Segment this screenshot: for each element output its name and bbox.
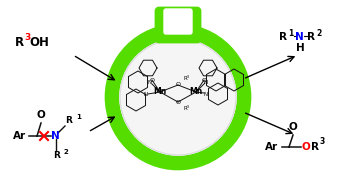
Text: R: R — [65, 116, 72, 125]
Text: O: O — [201, 77, 206, 83]
Text: O: O — [150, 77, 155, 83]
Text: N: N — [148, 81, 152, 85]
Text: O: O — [176, 83, 181, 88]
Text: 1: 1 — [288, 29, 293, 37]
Text: N: N — [295, 32, 304, 42]
Text: O: O — [176, 99, 181, 105]
FancyBboxPatch shape — [156, 8, 200, 42]
Text: R: R — [279, 32, 287, 42]
Text: N: N — [204, 91, 208, 97]
Text: H: H — [296, 43, 305, 53]
Text: Mn: Mn — [154, 88, 167, 97]
Text: OH: OH — [29, 36, 49, 49]
Text: N: N — [51, 131, 60, 141]
Text: R: R — [311, 142, 319, 152]
Text: N: N — [144, 92, 148, 98]
Text: 3: 3 — [320, 138, 325, 146]
Text: O: O — [288, 122, 297, 132]
Text: 2: 2 — [316, 29, 321, 37]
Text: R: R — [15, 36, 24, 49]
Text: 2: 2 — [64, 149, 69, 155]
Circle shape — [120, 39, 236, 155]
Text: R³: R³ — [184, 77, 190, 81]
Text: O: O — [37, 110, 45, 120]
Text: R: R — [307, 32, 315, 42]
Text: N: N — [204, 80, 208, 84]
FancyBboxPatch shape — [164, 9, 192, 34]
Text: 3: 3 — [24, 33, 30, 43]
Polygon shape — [106, 25, 250, 169]
Text: O: O — [301, 142, 310, 152]
Circle shape — [120, 39, 236, 155]
Text: Ar: Ar — [13, 131, 26, 141]
Text: R³: R³ — [184, 106, 190, 112]
Text: R: R — [53, 152, 60, 160]
Text: Ar: Ar — [265, 142, 278, 152]
Text: 1: 1 — [76, 114, 81, 120]
Text: Mn: Mn — [189, 88, 203, 97]
